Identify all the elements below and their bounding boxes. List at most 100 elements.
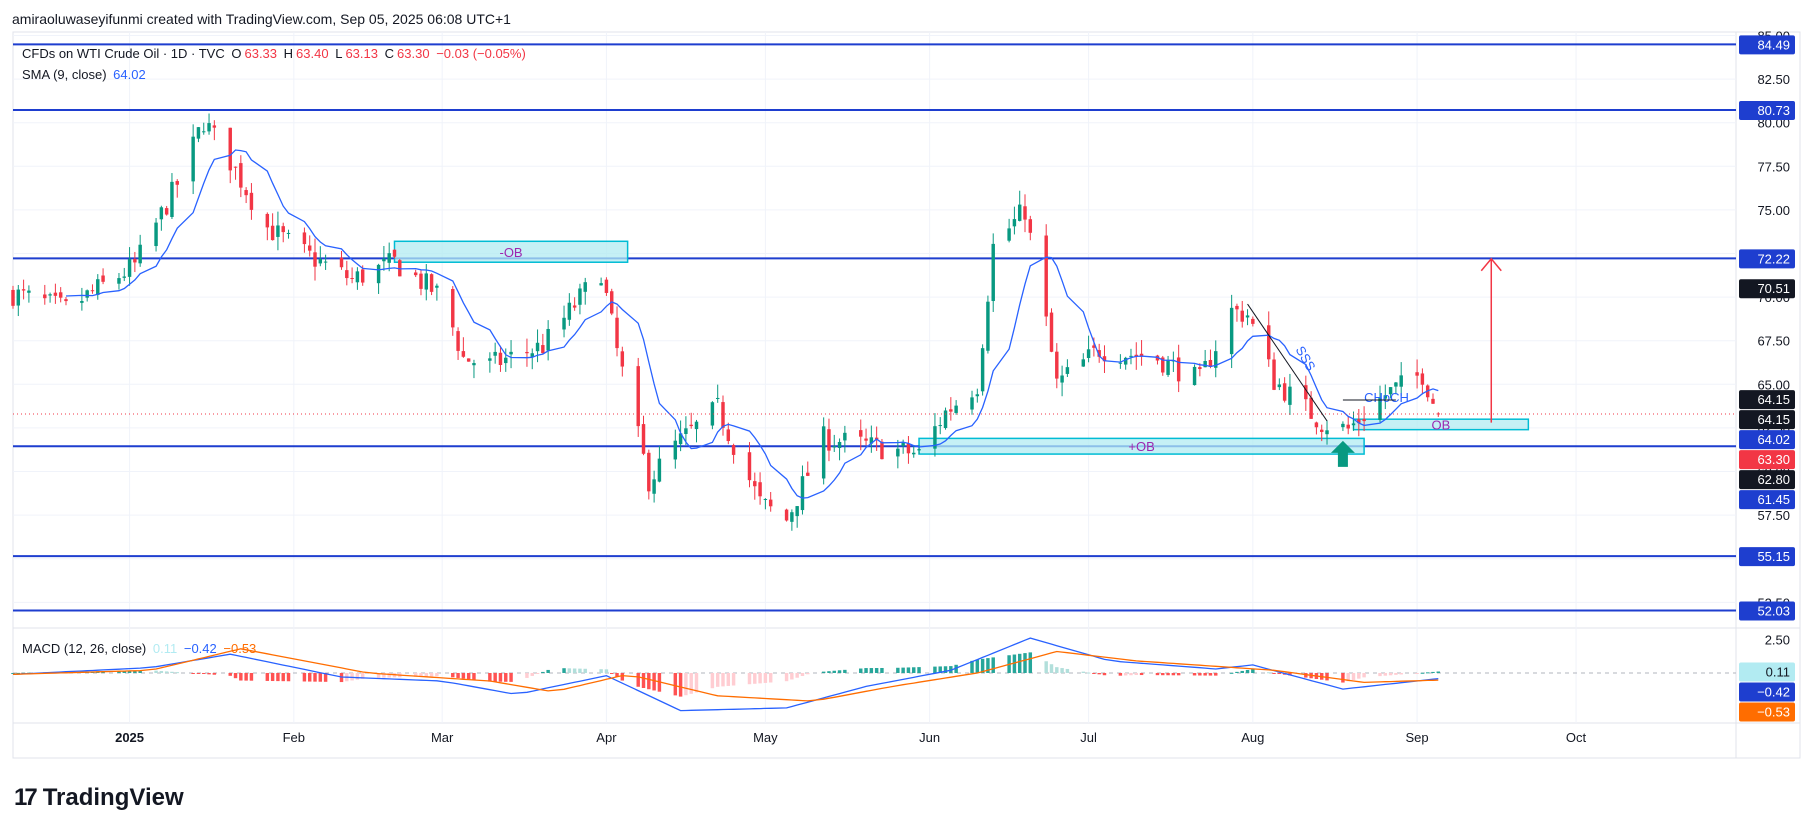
tradingview-logo[interactable]: 17 TradingView bbox=[14, 784, 184, 812]
candle-body bbox=[541, 345, 545, 354]
macd-histogram-bar bbox=[1436, 671, 1441, 673]
macd-histogram-bar bbox=[843, 669, 847, 673]
macd-histogram-bar bbox=[1086, 672, 1091, 674]
macd-histogram-bar bbox=[970, 660, 974, 673]
macd-histogram-bar bbox=[170, 671, 174, 673]
high-value: 63.40 bbox=[296, 46, 329, 61]
candle-body bbox=[1431, 398, 1435, 404]
candle-body bbox=[170, 181, 174, 217]
candle-body bbox=[1341, 423, 1345, 428]
candle-body bbox=[747, 452, 752, 481]
macd-histogram-bar bbox=[1092, 672, 1096, 674]
candle-body bbox=[265, 213, 270, 228]
macd-histogram-bar bbox=[313, 672, 317, 682]
candle-body bbox=[313, 252, 317, 267]
candle-body bbox=[943, 410, 948, 429]
macd-histogram-bar bbox=[1171, 672, 1176, 676]
candle-body bbox=[1394, 382, 1398, 387]
candle-body bbox=[652, 479, 656, 494]
candle-body bbox=[673, 440, 678, 460]
candle-body bbox=[270, 225, 275, 241]
macd-histogram-bar bbox=[265, 672, 270, 681]
candle-body bbox=[387, 253, 391, 263]
macd-histogram-bar bbox=[1176, 672, 1181, 676]
candle-body bbox=[191, 136, 195, 182]
candle-body bbox=[1388, 387, 1393, 395]
macd-histogram-bar bbox=[451, 672, 455, 678]
candle-body bbox=[122, 276, 126, 278]
macd-histogram-bar bbox=[806, 672, 810, 675]
candle-body bbox=[11, 289, 15, 306]
candle-body bbox=[535, 342, 540, 352]
candle-body bbox=[1383, 395, 1388, 399]
candle-body bbox=[933, 426, 937, 449]
candle-body bbox=[790, 512, 794, 522]
price-badge bbox=[1739, 601, 1795, 621]
macd-histogram-bar bbox=[1065, 668, 1070, 673]
candle-body bbox=[806, 472, 810, 476]
macd-histogram-bar bbox=[1060, 668, 1064, 673]
macd-histogram-bar bbox=[456, 672, 460, 678]
y-tick-label: 77.50 bbox=[1757, 159, 1790, 174]
candle-body bbox=[1208, 359, 1213, 367]
candle-body bbox=[159, 207, 164, 220]
candle-body bbox=[1007, 228, 1011, 241]
macd-histogram-bar bbox=[1325, 672, 1329, 681]
candle-body bbox=[1166, 359, 1170, 375]
macd-histogram-bar bbox=[1198, 672, 1202, 676]
macd-histogram-bar bbox=[1155, 672, 1160, 676]
macd-histogram-bar bbox=[228, 672, 232, 676]
candle-body bbox=[843, 432, 847, 441]
candle-body bbox=[1198, 367, 1202, 370]
price-badge bbox=[1739, 35, 1795, 55]
candle-body bbox=[1251, 318, 1255, 324]
candle-body bbox=[1203, 361, 1207, 368]
candle-body bbox=[684, 428, 688, 434]
candle-body bbox=[689, 424, 693, 427]
candle-body bbox=[16, 289, 21, 306]
macd-histogram-bar bbox=[461, 672, 466, 679]
zone-label: +OB bbox=[1128, 439, 1154, 454]
candle-body bbox=[562, 317, 566, 330]
macd-label: MACD (12, 26, close) bbox=[22, 641, 147, 656]
macd-histogram-bar bbox=[466, 672, 471, 680]
macd-histogram-bar bbox=[917, 667, 921, 673]
macd-histogram-bar bbox=[949, 666, 953, 673]
macd-histogram-bar bbox=[1214, 672, 1218, 676]
candle-body bbox=[827, 429, 831, 451]
candle-body bbox=[286, 232, 291, 234]
candle-body bbox=[43, 294, 47, 299]
macd-histogram-bar bbox=[1304, 672, 1308, 678]
candle-body bbox=[821, 426, 826, 479]
macd-histogram-bar bbox=[1118, 672, 1123, 676]
macd-histogram-bar bbox=[1394, 672, 1398, 675]
macd-histogram-bar bbox=[1351, 672, 1356, 680]
macd-pane bbox=[11, 637, 1736, 712]
macd-histogram-bar bbox=[1012, 654, 1017, 673]
macd-histogram-bar bbox=[731, 672, 736, 686]
price-badge bbox=[1739, 100, 1795, 120]
macd-histogram-bar bbox=[620, 672, 625, 681]
macd-histogram-bar bbox=[1203, 672, 1207, 676]
price-badge-label: 84.49 bbox=[1757, 37, 1790, 52]
macd-histogram-bar bbox=[429, 672, 434, 677]
price-badge-label: 70.51 bbox=[1757, 281, 1790, 296]
macd-histogram-bar bbox=[1081, 671, 1086, 673]
low-value: 63.13 bbox=[345, 46, 378, 61]
candle-body bbox=[154, 222, 158, 247]
high-label: H bbox=[283, 46, 294, 61]
close-value: 63.30 bbox=[397, 46, 430, 61]
candle-body bbox=[710, 402, 715, 426]
price-badge bbox=[1739, 279, 1795, 299]
candle-body bbox=[753, 481, 757, 487]
candle-body bbox=[164, 208, 169, 215]
macd-histogram-bar bbox=[318, 672, 323, 682]
candle-body bbox=[1176, 357, 1181, 382]
candle-body bbox=[466, 358, 471, 362]
macd-histogram-bar bbox=[684, 672, 688, 696]
tradingview-logo-icon: 17 bbox=[14, 784, 38, 811]
candle-body bbox=[1272, 359, 1276, 390]
candle-body bbox=[1314, 422, 1319, 428]
price-badge-label: 62.80 bbox=[1757, 472, 1790, 487]
